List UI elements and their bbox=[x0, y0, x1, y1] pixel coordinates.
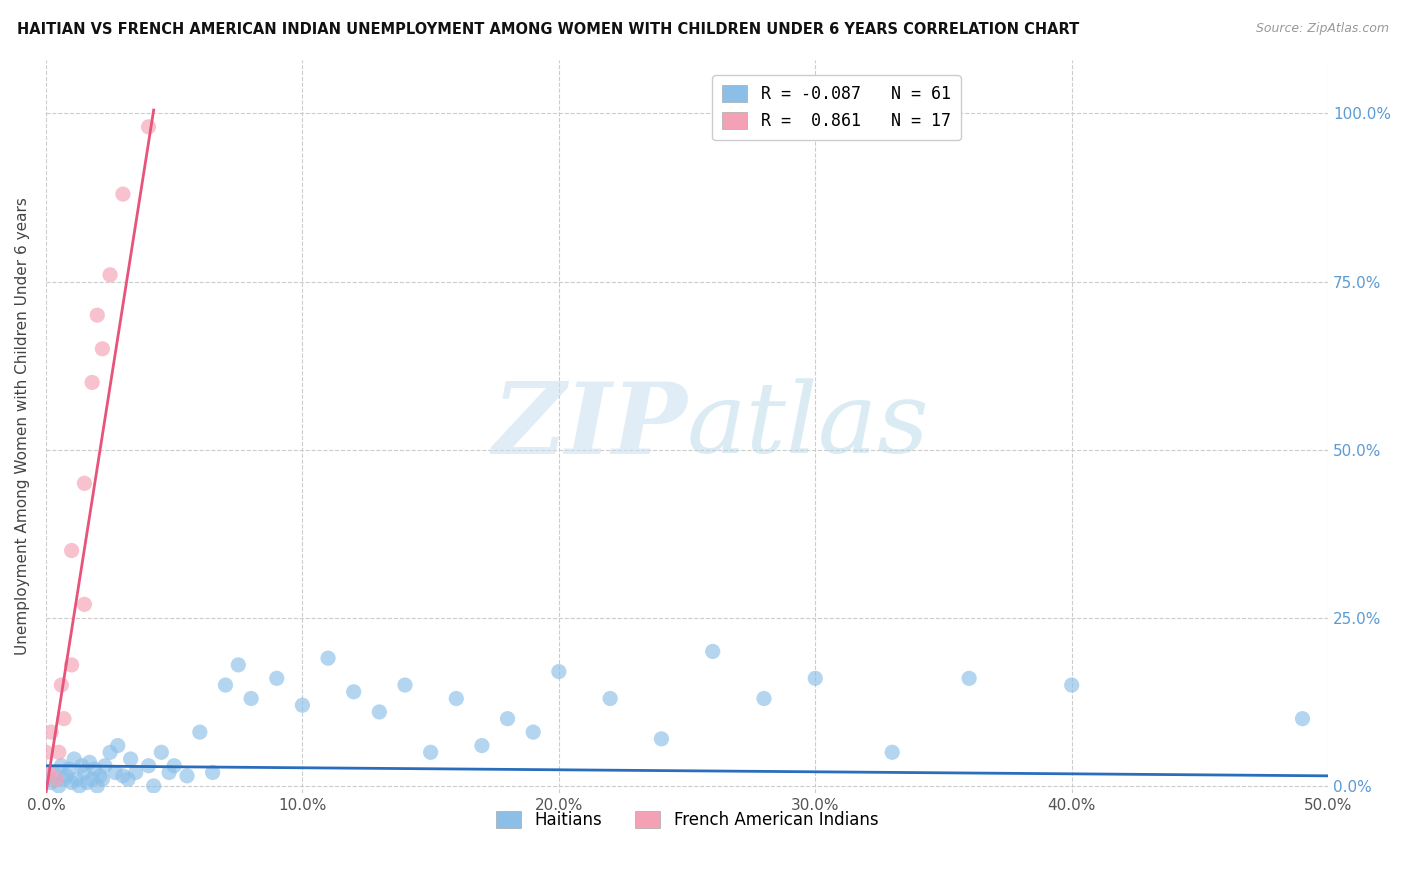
Point bbox=[51, 678, 73, 692]
Point bbox=[98, 268, 121, 282]
Point bbox=[163, 758, 186, 772]
Point bbox=[60, 775, 83, 789]
Point bbox=[419, 745, 441, 759]
Point bbox=[52, 712, 75, 726]
Point bbox=[650, 731, 672, 746]
Point bbox=[35, 772, 58, 787]
Point bbox=[599, 691, 621, 706]
Point bbox=[73, 598, 96, 612]
Point bbox=[471, 739, 494, 753]
Point bbox=[142, 779, 165, 793]
Point bbox=[52, 772, 75, 787]
Point bbox=[138, 758, 160, 772]
Point bbox=[60, 543, 83, 558]
Point bbox=[51, 758, 73, 772]
Point bbox=[79, 756, 101, 770]
Point bbox=[120, 752, 142, 766]
Point bbox=[226, 657, 249, 672]
Point bbox=[138, 120, 160, 134]
Point bbox=[82, 376, 104, 390]
Point bbox=[73, 476, 96, 491]
Point bbox=[73, 765, 96, 780]
Point bbox=[882, 745, 904, 759]
Point bbox=[42, 765, 65, 780]
Point bbox=[266, 671, 288, 685]
Point bbox=[35, 745, 58, 759]
Point bbox=[316, 651, 339, 665]
Point bbox=[55, 769, 77, 783]
Point bbox=[214, 678, 236, 692]
Point bbox=[45, 772, 67, 787]
Point bbox=[39, 725, 62, 739]
Point bbox=[39, 775, 62, 789]
Y-axis label: Unemployment Among Women with Children Under 6 years: Unemployment Among Women with Children U… bbox=[15, 197, 30, 655]
Text: HAITIAN VS FRENCH AMERICAN INDIAN UNEMPLOYMENT AMONG WOMEN WITH CHILDREN UNDER 6: HAITIAN VS FRENCH AMERICAN INDIAN UNEMPL… bbox=[17, 22, 1080, 37]
Point bbox=[150, 745, 173, 759]
Point bbox=[86, 779, 108, 793]
Point bbox=[1291, 712, 1313, 726]
Point bbox=[176, 769, 198, 783]
Text: Source: ZipAtlas.com: Source: ZipAtlas.com bbox=[1256, 22, 1389, 36]
Point bbox=[70, 758, 93, 772]
Point bbox=[76, 775, 98, 789]
Point bbox=[38, 765, 60, 780]
Point bbox=[394, 678, 416, 692]
Point bbox=[188, 725, 211, 739]
Point bbox=[201, 765, 224, 780]
Point bbox=[83, 762, 105, 776]
Point bbox=[522, 725, 544, 739]
Point bbox=[157, 765, 180, 780]
Point bbox=[104, 765, 127, 780]
Point bbox=[63, 752, 86, 766]
Text: ZIP: ZIP bbox=[492, 378, 688, 475]
Point bbox=[98, 745, 121, 759]
Point bbox=[82, 772, 104, 787]
Point bbox=[702, 644, 724, 658]
Point bbox=[957, 671, 980, 685]
Point bbox=[343, 685, 366, 699]
Point bbox=[240, 691, 263, 706]
Point bbox=[58, 762, 80, 776]
Point bbox=[60, 657, 83, 672]
Legend: Haitians, French American Indians: Haitians, French American Indians bbox=[489, 804, 884, 836]
Point bbox=[117, 772, 139, 787]
Point bbox=[1060, 678, 1083, 692]
Point bbox=[89, 769, 111, 783]
Point bbox=[91, 342, 114, 356]
Point bbox=[86, 308, 108, 322]
Point bbox=[66, 772, 89, 787]
Point bbox=[804, 671, 827, 685]
Point bbox=[125, 765, 148, 780]
Point bbox=[446, 691, 468, 706]
Point bbox=[111, 187, 134, 202]
Point bbox=[496, 712, 519, 726]
Point bbox=[107, 739, 129, 753]
Point bbox=[67, 779, 90, 793]
Point bbox=[547, 665, 569, 679]
Point bbox=[111, 769, 134, 783]
Point bbox=[94, 758, 117, 772]
Point bbox=[48, 779, 70, 793]
Point bbox=[368, 705, 391, 719]
Point bbox=[91, 772, 114, 787]
Text: atlas: atlas bbox=[688, 378, 929, 474]
Point bbox=[752, 691, 775, 706]
Point bbox=[291, 698, 314, 713]
Point bbox=[48, 745, 70, 759]
